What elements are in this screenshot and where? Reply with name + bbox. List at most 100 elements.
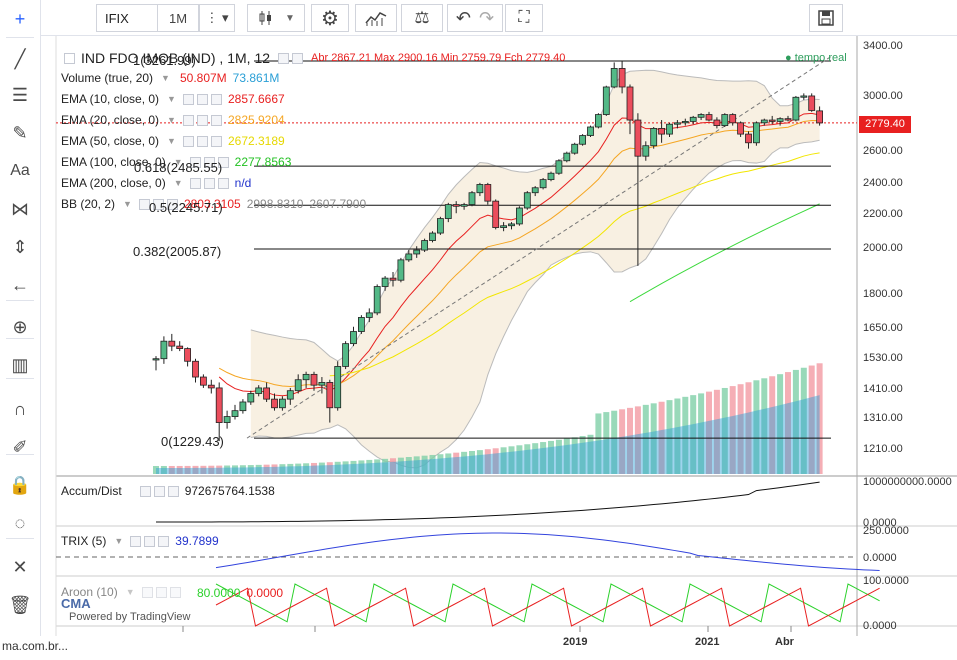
- brush-icon[interactable]: ✎: [12, 122, 28, 143]
- chevron-down-icon[interactable]: ▼: [161, 73, 170, 83]
- legend-main: IND FDO IMOB (IND) , 1M, 12 Abr 2867.21 …: [61, 50, 565, 66]
- realtime-label: tempo real: [794, 52, 847, 64]
- ema10-value: 2857.6667: [227, 92, 285, 106]
- volume-bar: [334, 461, 341, 474]
- time-label-2021: 2021: [695, 636, 720, 648]
- eye-icon[interactable]: [189, 177, 201, 189]
- interval-button[interactable]: 1M: [157, 4, 199, 32]
- volume-bar: [192, 465, 199, 474]
- candle-body: [286, 390, 294, 400]
- close-icon[interactable]: [210, 93, 222, 105]
- gear-icon[interactable]: [196, 93, 208, 105]
- text-icon[interactable]: Aa: [10, 162, 30, 179]
- gear-icon[interactable]: [203, 177, 215, 189]
- candle-body: [215, 387, 223, 423]
- close-icon[interactable]: [217, 156, 229, 168]
- candle-body: [271, 398, 278, 409]
- chevron-down-icon[interactable]: ▼: [125, 587, 135, 597]
- redo-icon[interactable]: ↷: [479, 7, 495, 28]
- volume-bar: [200, 465, 207, 474]
- chart-type-button[interactable]: ▼: [247, 4, 305, 32]
- measure-icon[interactable]: ⇕: [12, 236, 28, 257]
- crosshair-icon[interactable]: +: [14, 8, 26, 29]
- zoom-icon[interactable]: ⊕: [12, 316, 28, 337]
- chevron-down-icon[interactable]: ▼: [123, 199, 132, 209]
- candle-body: [571, 143, 579, 154]
- volume-bar: [548, 440, 554, 474]
- aroon-down-line: [215, 587, 880, 627]
- eye-icon[interactable]: [182, 93, 194, 105]
- lock-icon[interactable]: 🔒: [8, 474, 32, 495]
- bars-icon[interactable]: ▥: [11, 354, 29, 375]
- close-icon[interactable]: [169, 586, 181, 598]
- gear-icon[interactable]: [144, 535, 156, 547]
- close-icon[interactable]: [158, 535, 170, 547]
- eye-icon[interactable]: [130, 535, 142, 547]
- magnet-icon[interactable]: ∩: [13, 398, 27, 419]
- gear-icon[interactable]: [153, 485, 165, 497]
- gear-icon[interactable]: [203, 156, 215, 168]
- gear-icon[interactable]: [155, 586, 167, 598]
- watermark-brand: CMA: [61, 596, 91, 611]
- candle-body: [318, 382, 326, 386]
- volume-bar: [690, 395, 697, 474]
- pattern-icon[interactable]: ⋈: [11, 198, 29, 219]
- eye-icon[interactable]: [278, 52, 290, 64]
- remove-tools-icon[interactable]: ✕: [12, 556, 28, 577]
- fib-level-0: 0(1229.43): [161, 434, 224, 449]
- candle-body: [531, 187, 539, 194]
- chevron-down-icon[interactable]: ▼: [173, 157, 183, 167]
- more-menu-button[interactable]: ⋮ ▾: [199, 4, 235, 32]
- gear-icon[interactable]: [196, 135, 208, 147]
- volume-bar: [737, 384, 744, 474]
- volume-bar: [358, 460, 365, 474]
- close-icon[interactable]: [217, 177, 229, 189]
- fullscreen-button[interactable]: ⛶: [505, 4, 543, 32]
- pencil-lock-icon[interactable]: ✐: [12, 436, 28, 457]
- chevron-down-icon[interactable]: ▼: [167, 115, 176, 125]
- close-icon[interactable]: [210, 114, 222, 126]
- chevron-down-icon[interactable]: ▼: [167, 136, 176, 146]
- eye-icon[interactable]: [182, 135, 194, 147]
- eye-icon[interactable]: [189, 156, 201, 168]
- symbol-title: IND FDO IMOB (IND) , 1M, 12: [81, 50, 271, 66]
- candle-body: [650, 128, 658, 147]
- save-button[interactable]: [809, 4, 843, 32]
- chart-svg[interactable]: [41, 36, 957, 657]
- tradingview-link[interactable]: Powered by TradingView: [69, 611, 191, 623]
- compare-button[interactable]: ⚖: [401, 4, 443, 32]
- collapse-icon[interactable]: [64, 52, 75, 64]
- chevron-down-icon[interactable]: ▼: [173, 178, 183, 188]
- chart-area[interactable]: IND FDO IMOB (IND) , 1M, 12 Abr 2867.21 …: [41, 36, 957, 657]
- close-icon[interactable]: [210, 135, 222, 147]
- candle-body: [444, 204, 452, 219]
- eye-icon[interactable]: [139, 485, 151, 497]
- candle-body: [365, 312, 373, 318]
- candle-body: [563, 152, 571, 162]
- indicators-button[interactable]: [355, 4, 397, 32]
- fullscreen-icon: ⛶: [518, 9, 530, 26]
- close-icon[interactable]: [166, 198, 178, 210]
- back-arrow-icon[interactable]: ←: [11, 274, 29, 295]
- eye-icon[interactable]: ◌: [14, 512, 26, 533]
- horizontal-lines-icon[interactable]: ☰: [11, 84, 29, 105]
- aroon-axis-top: 100.0000: [863, 575, 909, 587]
- volume-bar: [255, 464, 262, 474]
- gear-icon[interactable]: [152, 198, 164, 210]
- undo-icon[interactable]: ↶: [455, 7, 471, 28]
- volume-bar: [176, 465, 183, 474]
- settings-button[interactable]: ⚙: [311, 4, 349, 32]
- trash-icon[interactable]: 🗑: [8, 594, 32, 615]
- eye-icon[interactable]: [138, 198, 150, 210]
- eye-icon[interactable]: [182, 114, 194, 126]
- eye-icon[interactable]: [141, 586, 153, 598]
- chevron-down-icon[interactable]: ▼: [114, 536, 124, 546]
- trend-line-icon[interactable]: ╱: [14, 48, 26, 69]
- gear-icon[interactable]: [196, 114, 208, 126]
- gear-icon[interactable]: [292, 52, 304, 64]
- candle-body: [484, 184, 492, 202]
- chevron-down-icon[interactable]: ▼: [167, 94, 176, 104]
- candle-body: [468, 192, 476, 205]
- close-icon[interactable]: [167, 485, 179, 497]
- volume-bar: [350, 460, 357, 474]
